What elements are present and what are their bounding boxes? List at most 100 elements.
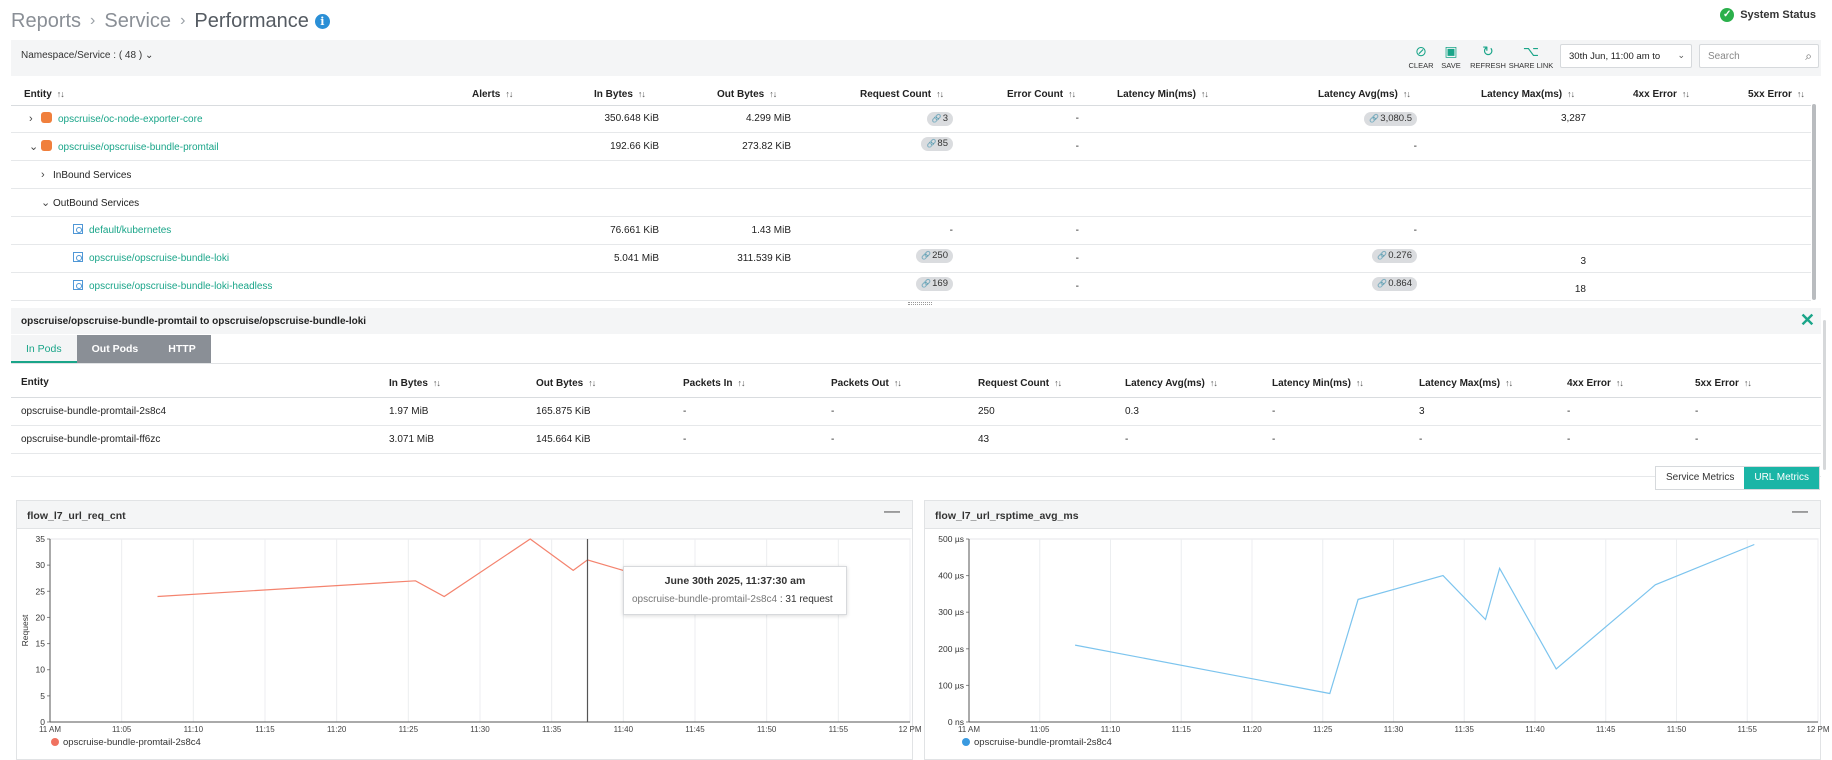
- col-packets-out[interactable]: Packets Out ↑↓: [831, 378, 902, 389]
- out-bytes: 165.875 KiB: [536, 406, 591, 417]
- request-count[interactable]: 🔗169: [861, 273, 953, 301]
- chart-panel-rsptime: flow_l7_url_rsptime_avg_ms —: [924, 500, 1821, 760]
- request-count[interactable]: 🔗3: [861, 105, 953, 133]
- col-latency-min[interactable]: Latency Min(ms) ↑↓: [1117, 89, 1209, 100]
- col-latency-max[interactable]: Latency Max(ms) ↑↓: [1419, 378, 1513, 389]
- x-tick-label: 11:30: [1384, 725, 1404, 734]
- info-icon[interactable]: i: [314, 13, 330, 29]
- chevron-down-icon[interactable]: ⌄: [41, 197, 51, 209]
- packets-in: -: [683, 434, 687, 445]
- col-error-count[interactable]: Error Count ↑↓: [1007, 89, 1076, 100]
- latency-avg[interactable]: 🔗0.864: [1301, 273, 1417, 301]
- series-line: [1074, 543, 1755, 695]
- chevron-down-icon[interactable]: ⌄: [29, 141, 39, 153]
- save-button[interactable]: ▣ SAVE: [1433, 43, 1469, 70]
- request-count[interactable]: 🔗250: [861, 245, 953, 273]
- col-packets-in[interactable]: Packets In ↑↓: [683, 378, 745, 389]
- in-bytes: 1.97 MiB: [389, 406, 429, 417]
- latency-avg[interactable]: 🔗0.276: [1301, 245, 1417, 273]
- x-tick-label: 11:35: [1455, 725, 1475, 734]
- breadcrumb-service[interactable]: Service: [104, 9, 172, 32]
- table-row[interactable]: › InBound Services: [11, 161, 1811, 189]
- col-entity[interactable]: Entity: [21, 377, 49, 388]
- latency-avg: -: [1125, 434, 1129, 445]
- col-4xx-error[interactable]: 4xx Error ↑↓: [1567, 378, 1624, 389]
- x-tick-label: 11:05: [1030, 725, 1050, 734]
- col-latency-avg[interactable]: Latency Avg(ms) ↑↓: [1125, 378, 1218, 389]
- x-tick-label: 11 AM: [39, 725, 61, 734]
- y-tick-label: 300 µs: [938, 607, 964, 617]
- table-scrollbar[interactable]: [1812, 104, 1816, 300]
- detail-scrollbar[interactable]: [1823, 320, 1826, 470]
- error-4xx: -: [1567, 434, 1571, 445]
- entity-link[interactable]: default/kubernetes: [89, 225, 172, 236]
- col-entity[interactable]: Entity ↑↓: [24, 89, 65, 100]
- table-row[interactable]: opscruise/opscruise-bundle-loki-headless…: [11, 273, 1811, 301]
- minimize-icon[interactable]: —: [884, 503, 900, 520]
- entity-link[interactable]: opscruise/oc-node-exporter-core: [58, 114, 203, 125]
- tab-http[interactable]: HTTP: [153, 335, 211, 363]
- sort-icon: ↑↓: [1054, 378, 1062, 388]
- col-out-bytes[interactable]: Out Bytes ↑↓: [536, 378, 596, 389]
- col-in-bytes[interactable]: In Bytes ↑↓: [389, 378, 441, 389]
- group-label: OutBound Services: [53, 198, 140, 209]
- search-input[interactable]: Search ⌕: [1699, 44, 1819, 68]
- service-metrics-button[interactable]: Service Metrics: [1656, 467, 1745, 489]
- table-row[interactable]: opscruise/opscruise-bundle-loki 5.041 Mi…: [11, 245, 1811, 273]
- col-5xx-error[interactable]: 5xx Error ↑↓: [1748, 89, 1805, 100]
- col-out-bytes[interactable]: Out Bytes ↑↓: [717, 89, 777, 100]
- col-4xx-error[interactable]: 4xx Error ↑↓: [1633, 89, 1690, 100]
- url-metrics-button[interactable]: URL Metrics: [1744, 467, 1819, 489]
- col-alerts[interactable]: Alerts ↑↓: [472, 89, 513, 100]
- tab-in-pods[interactable]: In Pods: [11, 335, 77, 363]
- col-request-count[interactable]: Request Count ↑↓: [860, 89, 944, 100]
- chart-legend[interactable]: opscruise-bundle-promtail-2s8c4: [51, 737, 201, 748]
- chevron-right-icon[interactable]: ›: [29, 113, 33, 125]
- date-range-select[interactable]: 30th Jun, 11:00 am to ⌄: [1560, 44, 1692, 68]
- packets-out: -: [831, 406, 835, 417]
- chevron-down-icon: ⌄: [142, 50, 154, 61]
- col-in-bytes[interactable]: In Bytes ↑↓: [594, 89, 646, 100]
- breadcrumb-reports[interactable]: Reports: [11, 9, 82, 32]
- col-latency-max[interactable]: Latency Max(ms) ↑↓: [1481, 89, 1575, 100]
- request-count[interactable]: 🔗85: [861, 133, 953, 161]
- divider: [11, 363, 1821, 364]
- y-tick-label: 400 µs: [938, 571, 964, 581]
- tab-out-pods[interactable]: Out Pods: [76, 335, 154, 363]
- refresh-button[interactable]: ↻ REFRESH: [1470, 43, 1506, 70]
- latency-avg[interactable]: 🔗3,080.5: [1301, 105, 1417, 133]
- system-status[interactable]: ✓ System Status: [1720, 8, 1816, 22]
- search-icon: ⌕: [1805, 49, 1812, 63]
- col-latency-avg[interactable]: Latency Avg(ms) ↑↓: [1318, 89, 1411, 100]
- table-row[interactable]: default/kubernetes 76.661 KiB 1.43 MiB -…: [11, 217, 1811, 245]
- close-icon[interactable]: ✕: [1799, 310, 1815, 330]
- table-row[interactable]: ⌄ OutBound Services: [11, 189, 1811, 217]
- legend-swatch: [962, 738, 970, 746]
- sort-icon: ↑↓: [936, 89, 944, 99]
- resize-handle[interactable]: [908, 302, 932, 305]
- x-tick-label: 11:05: [112, 725, 132, 734]
- table-row[interactable]: opscruise-bundle-promtail-2s8c4 1.97 MiB…: [11, 398, 1821, 426]
- legend-swatch: [51, 738, 59, 746]
- service-node-icon: [73, 280, 83, 290]
- chevron-right-icon[interactable]: ›: [41, 169, 45, 181]
- col-latency-min[interactable]: Latency Min(ms) ↑↓: [1272, 378, 1364, 389]
- table-row[interactable]: opscruise-bundle-promtail-ff6zc 3.071 Mi…: [11, 426, 1821, 454]
- tooltip-title: June 30th 2025, 11:37:30 am: [664, 575, 806, 587]
- col-5xx-error[interactable]: 5xx Error ↑↓: [1695, 378, 1752, 389]
- y-tick-label: 100 µs: [938, 680, 964, 690]
- table-row[interactable]: › opscruise/oc-node-exporter-core 350.648…: [11, 105, 1811, 133]
- col-request-count[interactable]: Request Count ↑↓: [978, 378, 1062, 389]
- table-row[interactable]: ⌄ opscruise/opscruise-bundle-promtail 192…: [11, 133, 1811, 161]
- minimize-icon[interactable]: —: [1792, 503, 1808, 520]
- entity-link[interactable]: opscruise/opscruise-bundle-loki: [89, 253, 230, 264]
- x-tick-label: 11:55: [829, 725, 849, 734]
- error-count: -: [1075, 253, 1079, 264]
- share-link-button[interactable]: ⌥ SHARE LINK: [1507, 43, 1555, 70]
- entity-link[interactable]: opscruise/opscruise-bundle-promtail: [58, 142, 219, 153]
- entity-link[interactable]: opscruise/opscruise-bundle-loki-headless: [89, 281, 273, 292]
- namespace-filter[interactable]: Namespace/Service : ( 48 ) ⌄: [21, 50, 153, 61]
- series-line: [157, 538, 624, 598]
- clear-button[interactable]: ⊘ CLEAR: [1403, 43, 1439, 70]
- chart-legend[interactable]: opscruise-bundle-promtail-2s8c4: [962, 737, 1112, 748]
